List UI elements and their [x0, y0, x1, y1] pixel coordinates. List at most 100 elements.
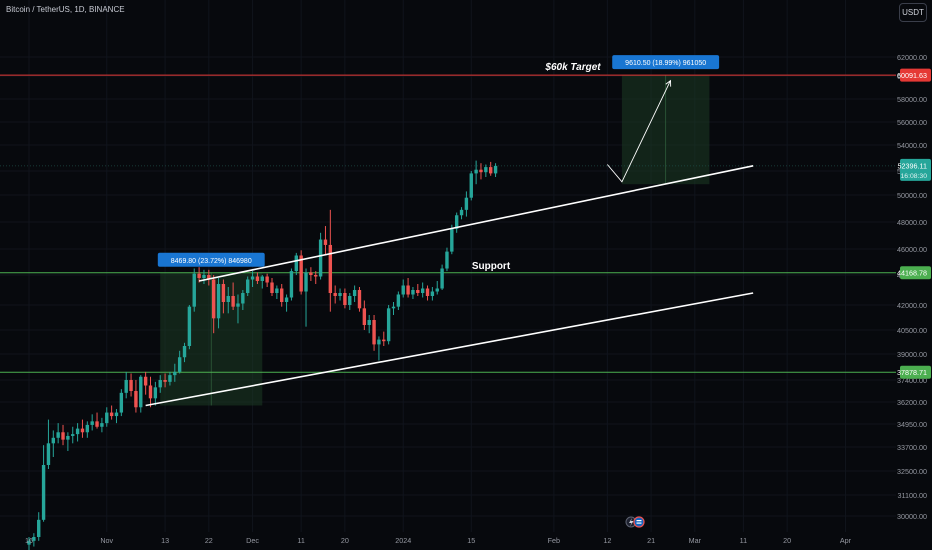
candle-body-78 [406, 285, 410, 295]
target-annotation: $60k Target [544, 62, 601, 73]
candle-body-62 [328, 244, 333, 293]
candle-body-71 [372, 320, 376, 345]
candle-body-55 [294, 255, 298, 272]
candle-body-84 [435, 288, 439, 292]
candle-body-1 [32, 537, 36, 541]
projection-arrowhead [665, 79, 672, 87]
candle-body-93 [479, 169, 483, 173]
candle-body-34 [192, 273, 196, 307]
candle-body-95 [489, 167, 493, 174]
candle-body-88 [454, 215, 459, 229]
candle-body-89 [459, 209, 464, 216]
rally-box-label-bg [157, 252, 265, 267]
symbol-title: Bitcoin / TetherUS, 1D, BINANCE [6, 5, 125, 14]
candle-body-7 [61, 432, 65, 440]
candle-body-33 [187, 306, 192, 346]
candle-body-17 [109, 412, 114, 417]
target-box-label-bg [612, 55, 720, 70]
candle-body-48 [260, 276, 264, 281]
candle-body-92 [474, 169, 478, 174]
x-tick-label-14: 20 [783, 536, 791, 545]
y-tick-label-6: 50000.00 [897, 191, 927, 200]
candle-body-69 [362, 308, 367, 325]
candle-body-13 [90, 421, 94, 425]
candle-body-94 [484, 167, 488, 173]
x-tick-label-12: Mar [689, 536, 702, 545]
y-tick-label-12: 39000.00 [897, 350, 927, 359]
y-tick-label-18: 31100.00 [898, 491, 927, 500]
candle-body-50 [270, 282, 274, 293]
y-tick-label-16: 33700.00 [897, 443, 927, 452]
y-tick-label-8: 46000.00 [897, 245, 927, 254]
measure-boxes: 8469.80 (23.72%) 846980 9610.50 (18.99%) … [157, 55, 720, 406]
candle-body-41 [226, 296, 230, 302]
candle-body-49 [265, 276, 269, 283]
price-axis[interactable]: 62000.0060000.0058000.0056000.0054000.00… [897, 53, 927, 521]
support-annotation: Support [472, 261, 511, 272]
candle-body-42 [231, 296, 235, 307]
event-icon-flag[interactable] [633, 516, 645, 528]
candle-body-70 [367, 320, 371, 325]
x-tick-label-15: Apr [840, 536, 852, 545]
currency-button[interactable]: USDT [899, 3, 927, 22]
candle-body-51 [275, 288, 279, 293]
candle-body-79 [411, 290, 415, 295]
candle-body-27 [158, 380, 162, 388]
candle-body-32 [182, 346, 187, 358]
candle-body-44 [241, 293, 245, 304]
price-badges: 60091.63 44168.78 37878.71 52396.11 16:08:30 [897, 68, 931, 379]
candle-body-29 [168, 375, 172, 382]
candle-body-18 [114, 412, 119, 417]
candle-body-20 [124, 380, 128, 393]
candle-body-83 [430, 291, 435, 296]
candle-body-53 [284, 297, 289, 302]
y-tick-label-14: 36200.00 [897, 398, 927, 407]
candle-body-52 [280, 288, 284, 302]
candle-body-81 [420, 288, 425, 293]
candle-body-38 [211, 279, 216, 319]
candle-body-47 [255, 276, 260, 281]
projection-path [606, 80, 671, 183]
candle-body-0 [27, 540, 31, 545]
flag-icon-stripe [636, 522, 642, 524]
event-icons[interactable] [625, 516, 645, 528]
x-tick-label-7: 2024 [395, 536, 411, 545]
x-tick-label-10: 12 [603, 536, 611, 545]
candle-body-85 [440, 268, 444, 289]
candles [27, 160, 498, 550]
horizontal-levels [0, 74, 896, 373]
candle-body-73 [382, 339, 386, 342]
candle-body-66 [348, 296, 352, 305]
candle-body-63 [333, 293, 337, 296]
annotations: $60k Target Support [472, 62, 601, 272]
candle-body-8 [66, 435, 70, 440]
candle-body-90 [464, 197, 469, 210]
y-tick-label-0: 62000.00 [897, 53, 927, 62]
time-axis[interactable]: 16 Nov 13 22 Dec 11 20 2024 15 Feb 12 21 Mar 11 20 Apr [25, 536, 852, 545]
candle-body-82 [425, 288, 430, 296]
candle-body-28 [163, 380, 167, 382]
candle-body-6 [56, 432, 60, 438]
candle-body-40 [221, 284, 226, 302]
candle-body-43 [236, 303, 240, 307]
candle-body-64 [338, 293, 342, 296]
candle-body-23 [139, 376, 143, 408]
x-tick-label-1: Nov [100, 536, 113, 545]
price-badge-label-support: 44168.78 [897, 269, 927, 278]
candle-body-15 [100, 423, 104, 427]
candle-body-91 [469, 173, 473, 198]
price-badge-label-target: 60091.63 [897, 71, 927, 80]
candle-body-75 [391, 306, 396, 309]
candle-body-19 [119, 392, 124, 413]
candle-body-72 [377, 339, 381, 345]
x-tick-label-6: 20 [341, 536, 349, 545]
candle-body-87 [450, 228, 454, 252]
candle-body-36 [202, 275, 206, 278]
candle-body-54 [289, 271, 294, 298]
candle-body-12 [85, 424, 90, 433]
candle-body-80 [416, 290, 420, 293]
candle-body-61 [323, 239, 328, 245]
candle-body-74 [386, 308, 391, 342]
candle-body-25 [148, 385, 153, 399]
